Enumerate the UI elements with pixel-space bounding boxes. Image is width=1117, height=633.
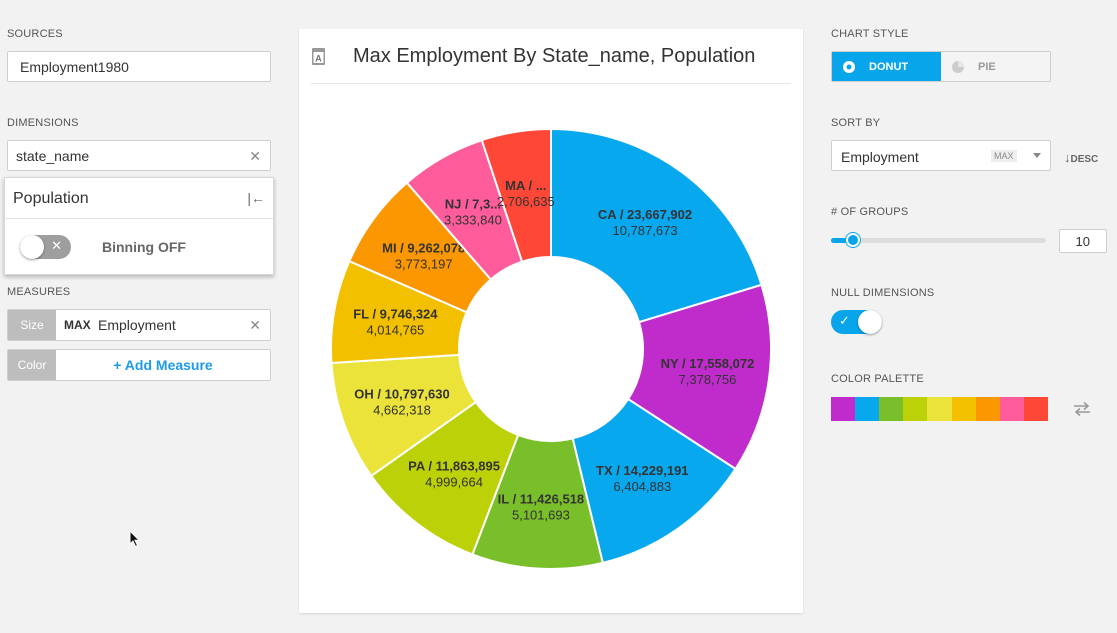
measures-label: MEASURES — [7, 286, 71, 298]
donut-slice-ma[interactable] — [480, 127, 552, 263]
size-measure-row[interactable]: Size MAX Employment ✕ — [7, 309, 271, 341]
palette-swatch — [975, 397, 1000, 421]
slice-value-pa: 4,999,664 — [425, 475, 483, 490]
slice-label-pa: PA / 11,863,895 — [408, 459, 500, 474]
dimension-value: state_name — [16, 147, 90, 164]
source-value: Employment1980 — [20, 58, 129, 75]
dimension-field[interactable]: state_name ✕ — [7, 140, 271, 171]
chart-title: Max Employment By State_name, Population — [353, 45, 756, 67]
arrow-down-icon: ↓ — [1064, 150, 1071, 165]
palette-swatch — [951, 397, 976, 421]
slider-fill — [831, 238, 853, 243]
clear-dimension-icon[interactable]: ✕ — [249, 148, 261, 164]
sources-label: SOURCES — [7, 28, 63, 40]
popover-divider — [5, 218, 273, 219]
palette-swatch — [903, 397, 928, 421]
popover-title: Population — [13, 190, 89, 207]
binning-toggle[interactable]: ✕ — [20, 235, 71, 259]
svg-text:A: A — [315, 54, 322, 64]
color-palette[interactable] — [831, 397, 1048, 421]
pie-style-button[interactable]: PIE — [941, 52, 1050, 81]
null-dimensions-toggle[interactable]: ✓ — [831, 310, 882, 334]
palette-swatch — [879, 397, 904, 421]
null-dimensions-label: NULL DIMENSIONS — [831, 287, 935, 299]
palette-swatch — [927, 397, 952, 421]
chart-style-label: CHART STYLE — [831, 28, 909, 40]
slider-handle[interactable] — [845, 233, 860, 247]
sort-field: Employment — [841, 149, 919, 165]
slice-value-ma: 2,706,635 — [497, 194, 555, 209]
sort-direction-button[interactable]: ↓DESC — [1064, 150, 1098, 165]
slice-value-il: 5,101,693 — [512, 508, 570, 523]
chevron-down-icon — [1033, 153, 1041, 158]
slice-label-ma: MA / ... — [505, 178, 546, 193]
palette-swatch — [855, 397, 880, 421]
dimensions-label: DIMENSIONS — [7, 117, 79, 129]
slice-label-fl: FL / 9,746,324 — [353, 307, 438, 322]
chart-style-toggle: DONUT PIE — [831, 51, 1051, 82]
slice-label-nj: NJ / 7,3... — [445, 197, 501, 212]
title-divider — [311, 83, 791, 84]
chart-card: A Max Employment By State_name, Populati… — [299, 29, 803, 613]
slice-label-mi: MI / 9,262,078 — [382, 240, 465, 255]
sort-by-label: SORT BY — [831, 117, 881, 129]
pie-style-label: PIE — [978, 60, 996, 73]
slice-value-fl: 4,014,765 — [366, 323, 424, 338]
pie-icon — [952, 60, 964, 73]
groups-input[interactable]: 10 — [1059, 229, 1107, 253]
slice-label-ny: NY / 17,558,072 — [661, 356, 755, 371]
color-tag: Color — [8, 350, 56, 380]
size-tag: Size — [8, 310, 56, 340]
donut-icon — [843, 60, 855, 73]
text-format-icon[interactable]: A — [312, 48, 325, 65]
palette-swatch — [831, 397, 856, 421]
slice-value-ca: 10,787,673 — [612, 223, 677, 238]
toggle-knob — [858, 310, 882, 334]
color-palette-label: COLOR PALETTE — [831, 373, 924, 385]
close-icon: ✕ — [51, 238, 62, 253]
add-measure-button[interactable]: + Add Measure — [113, 357, 213, 373]
toggle-knob — [20, 235, 44, 259]
slice-label-il: IL / 11,426,518 — [498, 492, 585, 507]
palette-swatch — [999, 397, 1024, 421]
source-select[interactable]: Employment1980 — [7, 51, 271, 82]
slice-value-nj: 3,333,840 — [444, 213, 502, 228]
slice-label-oh: OH / 10,797,630 — [354, 387, 449, 402]
slice-label-tx: TX / 14,229,191 — [596, 463, 689, 478]
groups-slider[interactable] — [831, 233, 1046, 247]
sort-direction-label: DESC — [1070, 154, 1099, 165]
slice-value-ny: 7,378,756 — [679, 372, 737, 387]
dimension-popover: Population |← ✕ Binning OFF — [4, 177, 274, 275]
color-measure-row[interactable]: Color + Add Measure — [7, 349, 271, 381]
clear-measure-icon[interactable]: ✕ — [249, 317, 261, 333]
sort-aggregate-badge: MAX — [991, 150, 1017, 162]
slice-value-oh: 4,662,318 — [373, 403, 431, 418]
slice-value-tx: 6,404,883 — [613, 479, 671, 494]
measure-field: Employment — [98, 317, 176, 333]
slice-value-mi: 3,773,197 — [395, 256, 453, 271]
donut-style-label: DONUT — [869, 60, 909, 73]
groups-label: # OF GROUPS — [831, 206, 909, 218]
sort-by-select[interactable]: Employment MAX — [831, 140, 1051, 171]
donut-slice-tx[interactable] — [571, 397, 737, 565]
mouse-cursor-icon — [129, 530, 141, 548]
palette-swatch — [1023, 397, 1048, 421]
donut-style-button[interactable]: DONUT — [832, 52, 941, 81]
donut-slice-ca[interactable] — [550, 127, 763, 324]
measure-aggregate[interactable]: MAX — [64, 318, 91, 332]
check-icon: ✓ — [839, 313, 850, 328]
binning-label: Binning OFF — [102, 239, 186, 255]
swap-icon[interactable] — [1072, 401, 1092, 417]
donut-slice-ny[interactable] — [626, 283, 772, 471]
collapse-left-icon[interactable]: |← — [247, 190, 265, 206]
slice-label-ca: CA / 23,667,902 — [598, 207, 692, 222]
